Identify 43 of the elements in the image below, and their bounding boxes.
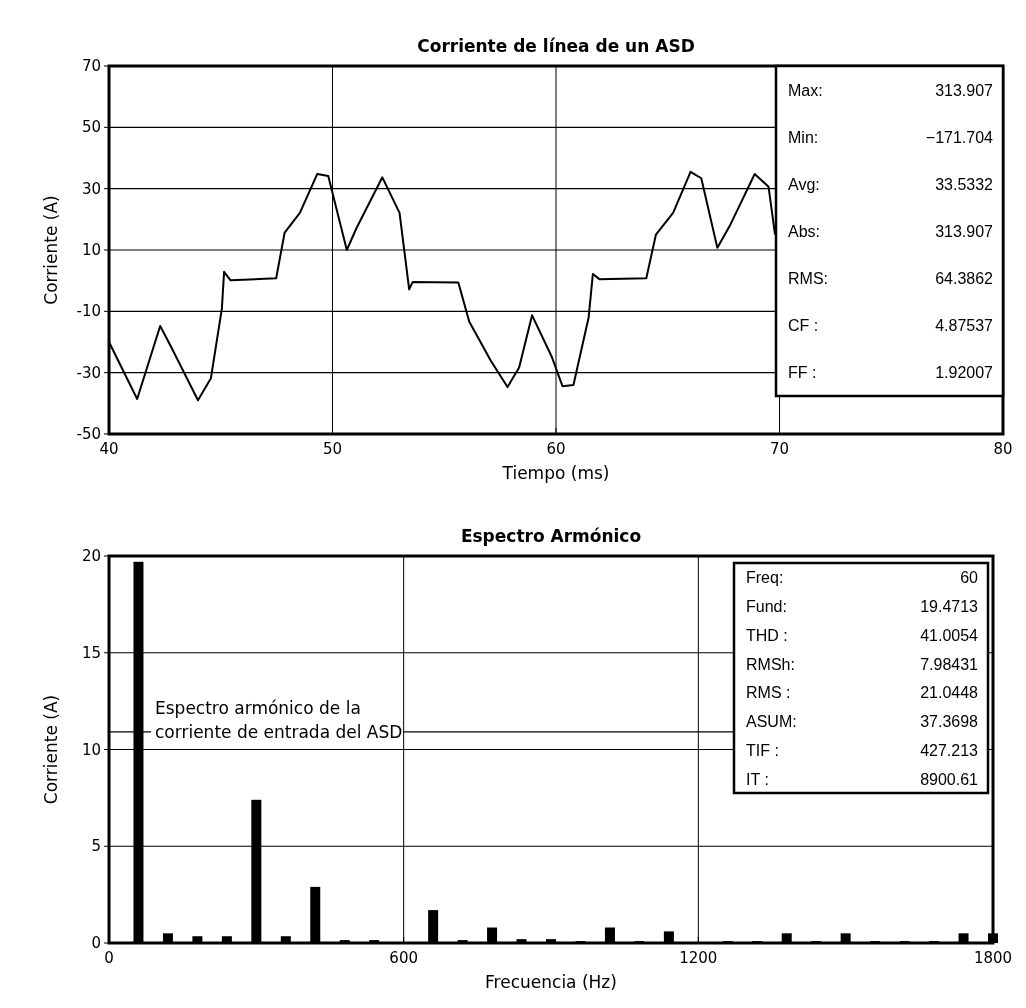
chart-title: Corriente de línea de un ASD: [417, 36, 695, 56]
text: Freq: 60: [746, 569, 978, 587]
y-tick-label: 0: [91, 934, 101, 952]
text: Avg: 33.5332: [788, 175, 993, 193]
text: FF : 1.92007: [788, 364, 993, 382]
y-tick-label: -50: [76, 425, 101, 443]
x-axis-title: Tiempo (ms): [501, 463, 610, 483]
y-tick-label: 10: [81, 241, 101, 259]
x-tick-label: 0: [104, 949, 114, 967]
annotation: Espectro armónico de la corriente de entrada del ASD: [155, 697, 403, 742]
text: TIF : 427.213: [746, 741, 978, 759]
text: RMSh: 7.98431: [746, 655, 978, 673]
x-tick-label: 600: [389, 949, 418, 967]
y-axis-title: Corriente (A): [41, 694, 61, 805]
x-tick-label: 1200: [679, 949, 718, 967]
x-tick-label: 40: [99, 440, 119, 458]
text: CF : 4.87537: [788, 317, 993, 335]
text: RMS: 64.3862: [788, 270, 993, 288]
text: THD : 41.0054: [746, 626, 978, 644]
x-axis-title: Frecuencia (Hz): [485, 972, 617, 992]
y-axis-title: Corriente (A): [41, 195, 61, 305]
y-tick-label: 70: [81, 57, 101, 75]
x-tick-label: 60: [546, 440, 566, 458]
y-tick-label: 20: [81, 547, 101, 565]
text: Max: 313.907: [788, 81, 993, 99]
y-tick-label: 50: [81, 118, 101, 137]
y-tick-label: 10: [81, 740, 101, 759]
y-tick-label: 15: [81, 643, 101, 662]
text: RMS : 21.0448: [746, 684, 978, 702]
text: ASUM: 37.3698: [746, 713, 978, 731]
text: IT : 8900.61: [746, 770, 978, 788]
y-tick-label: -30: [76, 363, 101, 382]
x-tick-label: 1800: [973, 949, 1013, 967]
chart-title: Espectro Armónico: [460, 526, 642, 546]
x-tick-label: 50: [322, 440, 343, 458]
y-tick-label: 5: [91, 837, 101, 856]
x-tick-label: 80: [993, 440, 1013, 458]
x-tick-label: 70: [769, 440, 790, 458]
text: Abs: 313.907: [788, 223, 993, 240]
y-tick-label: 30: [81, 179, 101, 198]
y-tick-label: -10: [76, 302, 101, 321]
text: Fund: 19.4713: [746, 598, 978, 616]
text: Min: −171.704: [788, 128, 993, 146]
